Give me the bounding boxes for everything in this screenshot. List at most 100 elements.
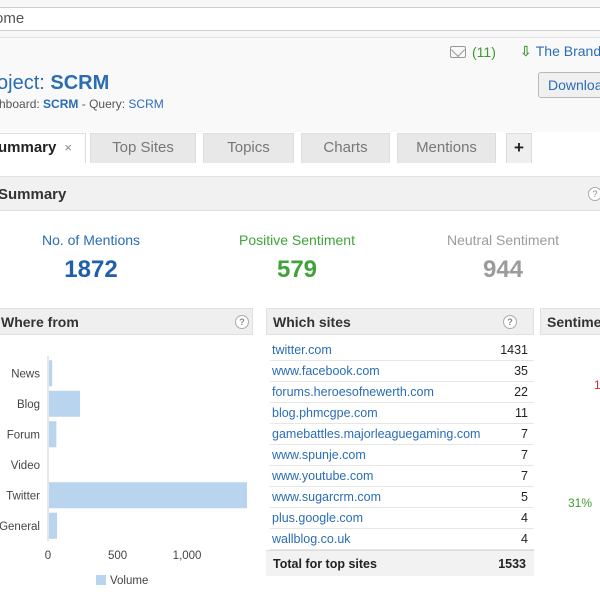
- sentiment-positive-pct: 31%: [568, 496, 593, 510]
- site-count: 4: [521, 511, 528, 525]
- brand-link-label: The Brand: [535, 43, 600, 59]
- category-label: News: [11, 368, 40, 380]
- bar: [49, 421, 57, 448]
- sentiment-header: Sentime: [540, 308, 600, 335]
- help-icon[interactable]: ?: [588, 187, 600, 201]
- table-row: blog.phmcgpe.com 11: [270, 403, 534, 424]
- table-row: forums.heroesofnewerth.com 22: [270, 382, 534, 403]
- category-label: Blog: [17, 399, 40, 411]
- close-icon[interactable]: ×: [64, 140, 72, 155]
- stat-positive-label: Positive Sentiment: [239, 232, 355, 248]
- site-count: 1431: [500, 343, 528, 357]
- browser-toolbar: ome: [0, 0, 600, 38]
- stat-neutral: Neutral Sentiment 944: [440, 232, 566, 284]
- site-link[interactable]: blog.phmcgpe.com: [272, 406, 378, 420]
- site-count: 7: [521, 469, 528, 483]
- dashboard-prefix: hboard:: [0, 97, 40, 111]
- x-tick-label: 0: [45, 550, 51, 562]
- help-icon[interactable]: ?: [503, 315, 517, 329]
- stat-mentions: No. of Mentions 1872: [31, 232, 151, 284]
- page-title: oject: SCRM: [0, 72, 109, 95]
- tab-summary-label: ummary: [0, 139, 57, 156]
- table-row: gamebattles.majorleaguegaming.com 7: [270, 424, 534, 445]
- table-row: www.youtube.com 7: [270, 466, 534, 487]
- bar: [49, 360, 53, 387]
- query-separator: - Query:: [81, 97, 126, 111]
- tab-summary[interactable]: ummary ×: [0, 133, 86, 163]
- site-count: 7: [521, 427, 528, 441]
- notification-count: (11): [472, 44, 496, 60]
- summary-title: Summary: [0, 186, 67, 203]
- category-label: Video: [11, 460, 40, 472]
- x-tick-label: 500: [108, 550, 127, 562]
- tab-topics[interactable]: Topics: [203, 133, 294, 163]
- query-link[interactable]: SCRM: [128, 97, 164, 111]
- which-sites-header: Which sites ?: [266, 308, 534, 335]
- site-link[interactable]: twitter.com: [272, 343, 332, 357]
- bar: [49, 482, 247, 509]
- dashboard-link[interactable]: SCRM: [43, 97, 79, 111]
- stat-mentions-label: No. of Mentions: [41, 232, 141, 248]
- tab-bar: ummary × Top Sites Topics Charts Mentions…: [0, 133, 600, 163]
- tab-charts[interactable]: Charts: [301, 133, 390, 163]
- category-label: Forum: [7, 429, 40, 441]
- site-count: 4: [521, 532, 528, 546]
- envelope-icon: [450, 46, 466, 58]
- sentiment-negative-pct: 1: [594, 378, 600, 392]
- site-count: 22: [514, 385, 528, 399]
- site-link[interactable]: www.facebook.com: [272, 364, 380, 378]
- add-tab-button[interactable]: +: [506, 133, 532, 163]
- legend-swatch: [96, 575, 106, 585]
- site-count: 11: [515, 406, 528, 420]
- sites-total-row: Total for top sites 1533: [266, 550, 534, 576]
- site-link[interactable]: www.spunje.com: [272, 448, 366, 462]
- project-prefix: oject:: [0, 72, 45, 94]
- breadcrumb: hboard: SCRM - Query: SCRM: [0, 97, 164, 111]
- tab-mentions[interactable]: Mentions: [397, 133, 496, 163]
- address-bar[interactable]: ome: [0, 7, 600, 31]
- stat-neutral-label: Neutral Sentiment: [446, 232, 560, 248]
- where-from-chart: News Blog Forum Video Twitter General 0 500 1,00…: [0, 356, 247, 587]
- stat-neutral-value: 944: [482, 256, 524, 283]
- site-link[interactable]: www.youtube.com: [272, 469, 374, 483]
- bar: [49, 512, 58, 539]
- table-row: plus.google.com 4: [270, 508, 534, 529]
- sites-total-label: Total for top sites: [273, 557, 377, 571]
- bar: [49, 390, 80, 417]
- table-row: www.sugarcrm.com 5: [270, 487, 534, 508]
- brand-link[interactable]: ⇩ The Brand: [520, 43, 600, 60]
- download-button[interactable]: Downloa: [538, 72, 600, 98]
- x-tick-label: 1,000: [173, 550, 202, 562]
- site-link[interactable]: gamebattles.majorleaguegaming.com: [272, 427, 481, 441]
- legend-label: Volume: [110, 575, 148, 587]
- help-icon[interactable]: ?: [235, 315, 249, 329]
- table-row: twitter.com 1431: [270, 340, 534, 361]
- tab-top-sites[interactable]: Top Sites: [90, 133, 196, 163]
- where-from-title: Where from: [1, 314, 79, 330]
- download-arrow-icon: ⇩: [520, 43, 532, 59]
- site-count: 35: [514, 364, 528, 378]
- sentiment-title: Sentime: [547, 314, 600, 330]
- sites-total-value: 1533: [498, 557, 526, 571]
- site-link[interactable]: plus.google.com: [272, 511, 364, 525]
- site-link[interactable]: wallblog.co.uk: [272, 532, 351, 546]
- notification-indicator[interactable]: (11): [450, 44, 496, 60]
- project-name: SCRM: [50, 72, 110, 94]
- site-count: 7: [521, 448, 528, 462]
- stat-positive: Positive Sentiment 579: [232, 232, 362, 284]
- table-row: wallblog.co.uk 4: [270, 529, 534, 550]
- where-from-header: Where from ?: [0, 308, 253, 335]
- table-row: www.spunje.com 7: [270, 445, 534, 466]
- category-label: Twitter: [6, 490, 40, 502]
- table-row: www.facebook.com 35: [270, 361, 534, 382]
- project-header: [0, 38, 600, 132]
- site-link[interactable]: www.sugarcrm.com: [272, 490, 382, 504]
- summary-section-header: Summary ?: [0, 176, 600, 211]
- stat-positive-value: 579: [276, 256, 318, 283]
- which-sites-title: Which sites: [273, 314, 351, 330]
- stat-mentions-value: 1872: [64, 256, 118, 283]
- site-count: 5: [521, 490, 528, 504]
- site-link[interactable]: forums.heroesofnewerth.com: [272, 385, 434, 399]
- category-label: General: [0, 521, 40, 533]
- site-list: twitter.com 1431 www.facebook.com 35 forums.…: [270, 340, 534, 550]
